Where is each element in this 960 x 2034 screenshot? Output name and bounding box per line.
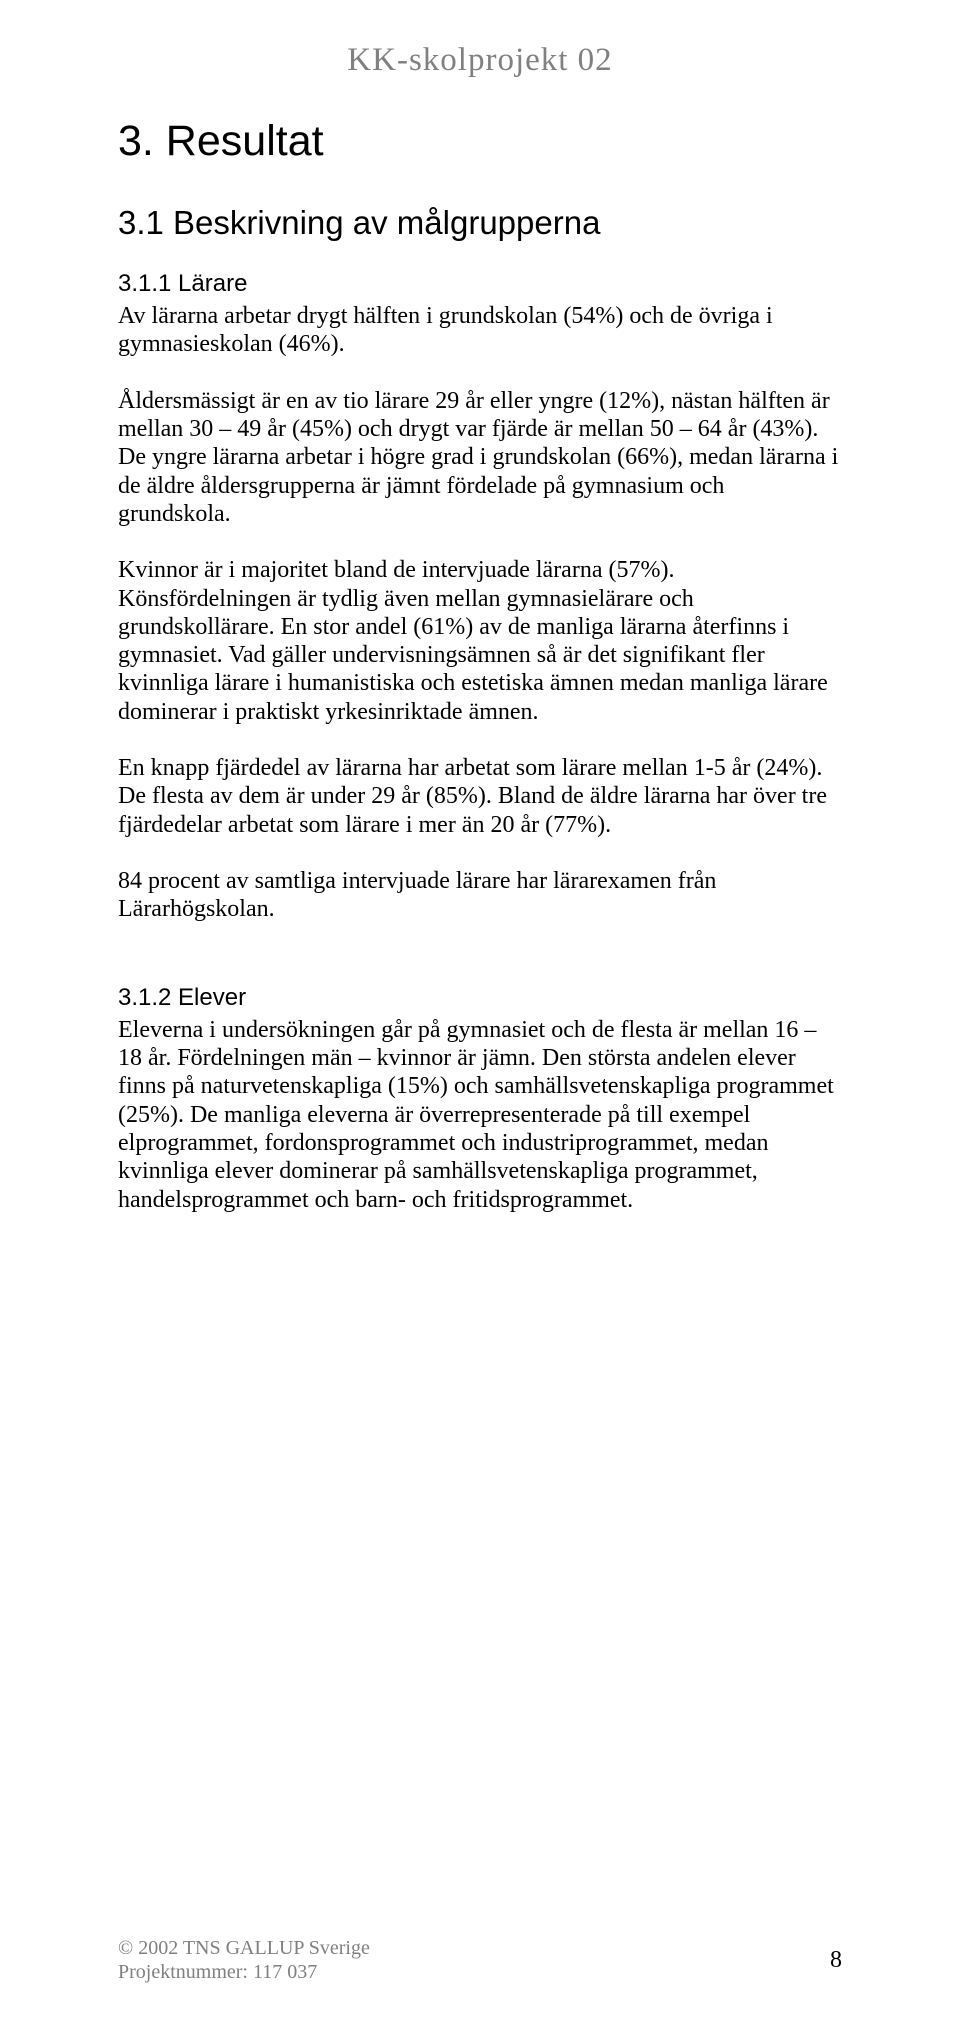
para-311-3: Kvinnor är i majoritet bland de intervju… bbox=[118, 556, 842, 726]
para-312-1: Eleverna i undersökningen går på gymnasi… bbox=[118, 1016, 842, 1214]
page-number: 8 bbox=[830, 1947, 842, 1974]
subsection-title: 3.1 Beskrivning av målgrupperna bbox=[118, 204, 842, 242]
para-311-2: Åldersmässigt är en av tio lärare 29 år … bbox=[118, 387, 842, 529]
page-footer: © 2002 TNS GALLUP Sverige Projektnummer:… bbox=[118, 1936, 842, 1984]
section-title: 3. Resultat bbox=[118, 117, 842, 166]
footer-project: Projektnummer: 117 037 bbox=[118, 1960, 842, 1984]
para-311-1: Av lärarna arbetar drygt hälften i grund… bbox=[118, 302, 842, 359]
heading-312: 3.1.2 Elever bbox=[118, 984, 842, 1012]
para-311-4: En knapp fjärdedel av lärarna har arbeta… bbox=[118, 754, 842, 839]
footer-copyright: © 2002 TNS GALLUP Sverige bbox=[118, 1936, 842, 1960]
para-311-5: 84 procent av samtliga intervjuade lärar… bbox=[118, 867, 842, 924]
running-header: KK-skolprojekt 02 bbox=[118, 42, 842, 79]
heading-311: 3.1.1 Lärare bbox=[118, 270, 842, 298]
